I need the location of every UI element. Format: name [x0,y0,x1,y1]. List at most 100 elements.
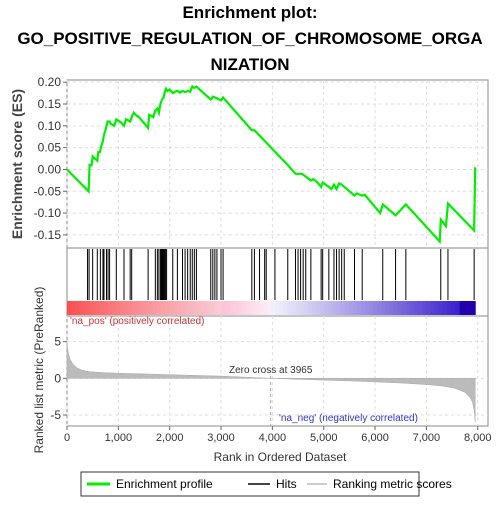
color-bar-segment [271,301,276,315]
color-bar-segment [181,301,186,315]
color-bar-segment [132,301,137,315]
color-bar-segment [385,301,391,315]
color-bar-segment [275,301,280,315]
color-bar-segment [75,301,80,315]
color-bar-segment [450,301,456,315]
color-bar-segment [107,301,113,315]
color-bar-segment [250,301,256,315]
es-y-axis-label: Enrichment score (ES) [9,89,25,239]
color-bar-segment [303,301,309,315]
color-bar-segment [348,301,354,315]
color-bar-segment [291,301,297,315]
color-bar-segment [87,301,93,315]
metric-y-tick-label: 0 [54,371,61,385]
color-bar-segment [344,301,350,315]
color-bar-segment [124,301,129,315]
color-bar-segment [373,301,378,315]
metric-x-axis: 0 1,000 2,000 3,000 4,000 5,000 6,000 7,000 8,00… [64,426,491,444]
hits-group [87,249,475,300]
es-y-tick-label: 0.00 [38,162,62,176]
color-bar-segment [160,301,166,315]
zero-cross-label: Zero cross at 3965 [229,365,313,376]
color-bar-segment [83,301,89,315]
color-bar-segment [267,301,272,315]
enrichment-profile-line [66,84,477,245]
color-bar-segment [173,301,178,315]
metric-y-tick-label: -5 [50,408,61,422]
color-bar-segment [111,301,117,315]
color-bar-segment [115,301,121,315]
color-bar-segment [238,301,244,315]
color-bar-segment [213,301,219,315]
color-bar-segment [103,301,109,315]
color-bar-segment [320,301,325,315]
color-bar-segment [442,301,448,315]
color-bar-segment [381,301,386,315]
color-bar-segment [430,301,435,315]
es-y-tick-label: 0.15 [38,97,62,111]
color-bar-segment [364,301,370,315]
metric-panel [66,315,489,427]
color-bar-segment [79,301,84,315]
es-y-tick-label: -0.10 [34,206,62,220]
color-bar-segment [140,301,146,315]
color-bar-segment [71,301,76,315]
es-y-tick-label: 0.05 [38,141,62,155]
es-grid [66,80,488,248]
metric-x-tick-label: 3,000 [207,432,235,444]
color-bar-segment [311,301,317,315]
legend-hits-label: Hits [276,477,297,491]
legend-metric-label: Ranking metric scores [333,477,452,491]
color-bar-segment [287,301,293,315]
title-line-2: GO_POSITIVE_REGULATION_OF_CHROMOSOME_ORG… [17,29,482,48]
color-bar-segment [205,301,211,315]
positive-correlation-label: 'na_pos' (positively correlated) [70,316,204,327]
color-bar-segment [409,301,415,315]
metric-x-tick-label: 1,000 [105,432,133,444]
color-bar-segment [307,301,313,315]
color-bar-segment [67,301,72,315]
color-bar-segment [156,301,162,315]
color-bar-segment [459,301,476,315]
color-bar-segment [234,301,240,315]
color-bar-segment [401,301,407,315]
color-bar-segment [91,301,97,315]
color-bar-segment [120,301,125,315]
color-bar-segment [197,301,203,315]
color-bar-segment [352,301,358,315]
color-bar-segment [169,301,174,315]
metric-x-tick-label: 4,000 [259,432,287,444]
color-bar-segment [99,301,105,315]
color-bar-segment [336,301,342,315]
title-line-1: Enrichment plot: [182,3,317,22]
color-bar-segment [95,301,101,315]
metric-x-tick-label: 7,000 [413,432,441,444]
metric-x-tick-label: 5,000 [310,432,338,444]
color-bar-segment [164,301,170,315]
color-bar-segment [218,301,223,315]
metric-x-tick-label: 0 [64,432,70,444]
color-bar-segment [144,301,150,315]
es-y-axis: -0.15 -0.10 -0.05 0.00 0.05 0.10 0.15 0.20 [34,75,67,242]
color-bar-segment [209,301,215,315]
metric-y-axis-label: Ranked list metric (PreRanked) [32,287,46,454]
metric-x-tick-label: 6,000 [361,432,389,444]
color-bar-segment [262,301,268,315]
color-bar-segment [393,301,399,315]
metric-x-tick-label: 2,000 [156,432,184,444]
legend-enrichment-label: Enrichment profile [116,477,213,491]
color-bar-segment [295,301,301,315]
metric-y-tick-label: 5 [54,335,61,349]
color-bar-segment [279,301,284,315]
color-bar-segment [315,301,321,315]
color-bar-segment [201,301,207,315]
color-bar-segment [328,301,333,315]
color-bar-segment [254,301,260,315]
color-bar-segment [369,301,374,315]
color-bar-segment [185,301,191,315]
color-bar-segment [246,301,252,315]
color-bar-segment [418,301,423,315]
es-y-tick-label: 0.20 [38,75,62,89]
color-bar-segment [405,301,411,315]
